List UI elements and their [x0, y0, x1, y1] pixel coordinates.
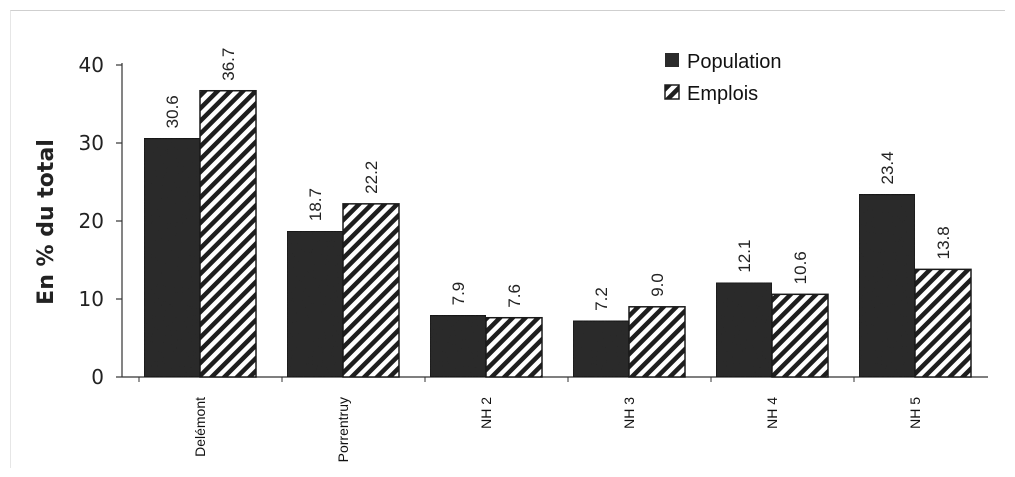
- bars: [143, 89, 972, 378]
- value-label: 10.6: [791, 251, 810, 284]
- legend-swatch-emplois: [664, 84, 680, 100]
- bar-emplois: [485, 316, 543, 378]
- legend-label-population: Population: [687, 51, 782, 73]
- bar-population: [286, 230, 344, 378]
- y-tick-label: 30: [79, 131, 104, 155]
- value-label: 22.2: [362, 161, 381, 194]
- category-label: NH 5: [907, 397, 923, 429]
- category-label: NH 2: [478, 397, 494, 429]
- bar-population: [858, 193, 916, 378]
- category-label: NH 4: [764, 397, 780, 429]
- y-axis-title: En % du total: [34, 139, 59, 305]
- value-label: 7.2: [592, 287, 611, 311]
- value-label: 36.7: [219, 48, 238, 81]
- value-label: 18.7: [306, 188, 325, 221]
- value-label: 9.0: [648, 273, 667, 297]
- category-label: Porrentruy: [335, 397, 351, 462]
- value-label: 7.9: [449, 282, 468, 306]
- value-labels: 30.6 36.7 18.7 22.2 7.9 7.6 7.2 9.0 12.1 10.6 23.4…: [163, 48, 953, 311]
- category-label: Delémont: [192, 397, 208, 457]
- category-labels: Delémont Porrentruy NH 2 NH 3 NH 4 NH 5: [192, 397, 923, 463]
- category-label: NH 3: [621, 397, 637, 429]
- legend: Population Emplois: [664, 51, 782, 105]
- y-tick-label: 40: [79, 53, 104, 77]
- value-label: 30.6: [163, 95, 182, 128]
- legend-label-emplois: Emplois: [687, 83, 758, 105]
- bar-emplois: [628, 306, 686, 378]
- legend-swatch-population: [665, 53, 679, 67]
- y-tick-label: 20: [79, 209, 104, 233]
- bar-population: [143, 137, 201, 378]
- bar-emplois: [914, 268, 972, 378]
- value-label: 13.8: [934, 226, 953, 259]
- y-tick-label: 0: [91, 365, 104, 389]
- value-label: 12.1: [735, 240, 754, 273]
- chart-frame: [10, 10, 1005, 468]
- bar-emplois: [199, 89, 257, 378]
- bar-emplois: [771, 293, 829, 378]
- bar-emplois: [342, 203, 400, 378]
- bar-population: [715, 281, 773, 378]
- bar-population: [572, 320, 630, 378]
- value-label: 23.4: [878, 151, 897, 184]
- axes: 0 10 20 30 40: [79, 53, 988, 389]
- value-label: 7.6: [505, 284, 524, 308]
- y-tick-label: 10: [79, 287, 104, 311]
- bar-population: [429, 314, 487, 378]
